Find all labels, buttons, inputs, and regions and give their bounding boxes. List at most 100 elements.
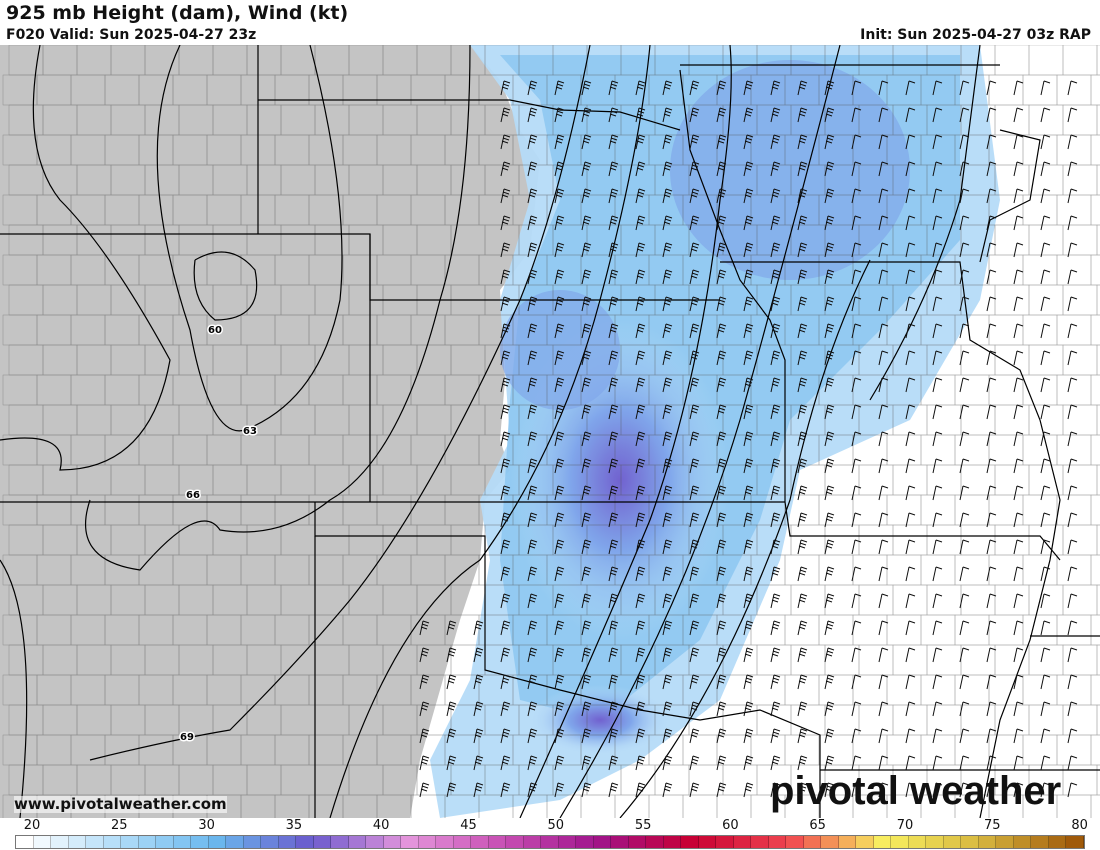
wind-barb	[662, 728, 673, 744]
wind-barb	[824, 215, 835, 231]
wind-barb	[851, 566, 862, 582]
wind-barb	[635, 404, 646, 420]
colorbar-cell	[51, 836, 69, 848]
wind-barb	[581, 512, 592, 528]
wind-barb	[581, 269, 592, 285]
wind-barb	[662, 539, 673, 555]
wind-barb	[1040, 647, 1051, 663]
wind-barb	[527, 215, 538, 231]
wind-barb	[851, 458, 862, 474]
wind-barb	[959, 350, 970, 366]
wind-barb	[986, 80, 997, 96]
wind-barb	[932, 215, 943, 231]
height-contours	[0, 45, 981, 818]
wind-barb	[1067, 242, 1078, 258]
wind-barb	[608, 296, 619, 312]
wind-barb	[1013, 350, 1024, 366]
wind-barb	[824, 458, 835, 474]
county-cell	[1090, 554, 1100, 586]
wind-barb	[905, 539, 916, 555]
wind-barb	[1040, 485, 1051, 501]
wind-barb	[1067, 647, 1078, 663]
wind-barb	[635, 674, 646, 690]
wind-barb	[554, 350, 565, 366]
wind-barb	[959, 701, 970, 717]
wind-barb	[932, 755, 943, 771]
wind-barb	[797, 404, 808, 420]
wind-barb	[905, 188, 916, 204]
wind-barb	[959, 404, 970, 420]
wind-barb	[500, 134, 511, 150]
wind-barb	[689, 728, 700, 744]
wind-barb	[743, 755, 754, 771]
wind-barb	[986, 188, 997, 204]
wind-barb	[1013, 620, 1024, 636]
wind-barb	[608, 107, 619, 123]
wind-barb	[878, 458, 889, 474]
wind-barb	[851, 377, 862, 393]
wind-barb	[905, 485, 916, 501]
wind-barb	[608, 215, 619, 231]
wind-barb	[959, 215, 970, 231]
colorbar-cell	[943, 836, 961, 848]
wind-barb	[743, 80, 754, 96]
wind-barb	[662, 215, 673, 231]
wind-barb	[851, 782, 862, 798]
colorbar-cell	[803, 836, 821, 848]
wind-barb	[878, 242, 889, 258]
wind-barb	[797, 269, 808, 285]
wind-barb	[716, 269, 727, 285]
wind-barb	[1067, 269, 1078, 285]
wind-barb	[959, 539, 970, 555]
wind-barb	[797, 80, 808, 96]
wind-barb	[608, 512, 619, 528]
wind-barb	[689, 512, 700, 528]
wind-barb	[716, 539, 727, 555]
wind-barb	[797, 539, 808, 555]
wind-barb	[770, 458, 781, 474]
wind-barb	[500, 539, 511, 555]
wind-barb	[527, 701, 538, 717]
wind-barb	[554, 701, 565, 717]
wind-barb	[662, 296, 673, 312]
county-cell	[1096, 344, 1100, 376]
wind-barb	[905, 512, 916, 528]
wind-barb	[473, 701, 484, 717]
wind-barb	[689, 161, 700, 177]
wind-barb	[1067, 620, 1078, 636]
wind-barb	[770, 782, 781, 798]
wind-barb	[554, 404, 565, 420]
wind-barb	[905, 269, 916, 285]
wind-barb	[797, 593, 808, 609]
wind-barb	[986, 377, 997, 393]
wind-barb	[635, 647, 646, 663]
wind-barb	[1040, 269, 1051, 285]
wind-barb	[1067, 593, 1078, 609]
wind-barb	[1013, 134, 1024, 150]
wind-barb	[662, 782, 673, 798]
colorbar-tick: 60	[722, 818, 739, 833]
wind-barb	[770, 593, 781, 609]
wind-barb	[770, 134, 781, 150]
wind-barb	[1013, 107, 1024, 123]
wind-barb	[878, 296, 889, 312]
wind-barb	[527, 647, 538, 663]
wind-barb	[824, 647, 835, 663]
colorbar-cells	[15, 835, 1085, 849]
wind-barb	[608, 323, 619, 339]
wind-barb	[797, 701, 808, 717]
wind-barb	[419, 620, 430, 636]
wind-barb	[932, 458, 943, 474]
wind-barb	[932, 350, 943, 366]
wind-barb	[554, 755, 565, 771]
wind-barb	[500, 674, 511, 690]
wind-barb	[878, 701, 889, 717]
wind-barb	[824, 431, 835, 447]
wind-barb	[743, 782, 754, 798]
colorbar-cell	[1066, 836, 1084, 848]
wind-barb	[554, 674, 565, 690]
wind-barb	[824, 728, 835, 744]
wind-barb	[716, 188, 727, 204]
wind-barb	[1040, 566, 1051, 582]
wind-barb	[878, 539, 889, 555]
